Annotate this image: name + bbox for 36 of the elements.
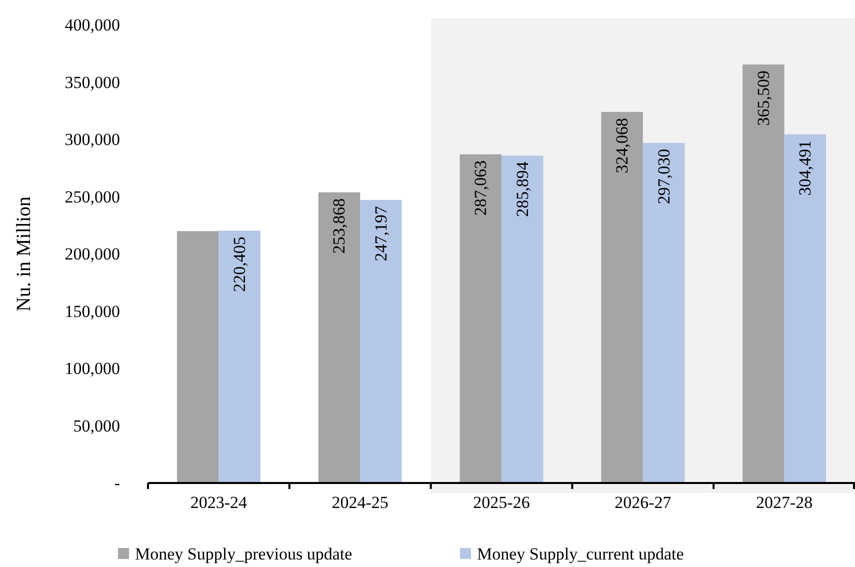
bar xyxy=(742,64,784,483)
bar xyxy=(784,134,826,483)
bar xyxy=(218,230,260,483)
data-label: 220,405 xyxy=(230,236,250,292)
legend-label: Money Supply_previous update xyxy=(135,544,352,564)
bar xyxy=(360,200,402,483)
y-tick-label: - xyxy=(114,474,120,492)
data-label: 324,068 xyxy=(612,118,632,174)
legend-label: Money Supply_current update xyxy=(477,544,684,564)
y-tick-label: 150,000 xyxy=(64,302,120,321)
x-tick-label: 2026-27 xyxy=(614,493,672,512)
bar xyxy=(601,112,643,483)
x-tick-label: 2025-26 xyxy=(473,493,530,512)
bar xyxy=(460,154,502,483)
y-tick-label: 250,000 xyxy=(64,187,120,206)
data-label: 365,509 xyxy=(754,70,773,126)
bar xyxy=(642,142,685,483)
data-label: 253,868 xyxy=(330,198,349,254)
x-tick-label: 2027-28 xyxy=(756,493,813,512)
y-tick-label: 400,000 xyxy=(64,16,120,34)
y-tick-label: 350,000 xyxy=(64,72,120,92)
y-tick-label: 50,000 xyxy=(73,416,120,436)
x-tick-label: 2023-24 xyxy=(190,493,248,512)
bar xyxy=(318,192,360,483)
data-label: 247,197 xyxy=(371,205,390,262)
data-label: 304,491 xyxy=(796,140,815,196)
data-label: 297,030 xyxy=(654,148,674,204)
y-axis-title: Nu. in Million xyxy=(13,196,35,312)
y-tick-label: 100,000 xyxy=(64,359,120,378)
data-label: 287,063 xyxy=(471,160,490,216)
y-tick-label: 200,000 xyxy=(64,244,120,264)
bar xyxy=(502,156,544,483)
y-tick-label: 300,000 xyxy=(64,130,120,149)
bar xyxy=(176,231,219,483)
data-label: 285,894 xyxy=(512,161,532,217)
x-tick-label: 2024-25 xyxy=(332,493,388,512)
